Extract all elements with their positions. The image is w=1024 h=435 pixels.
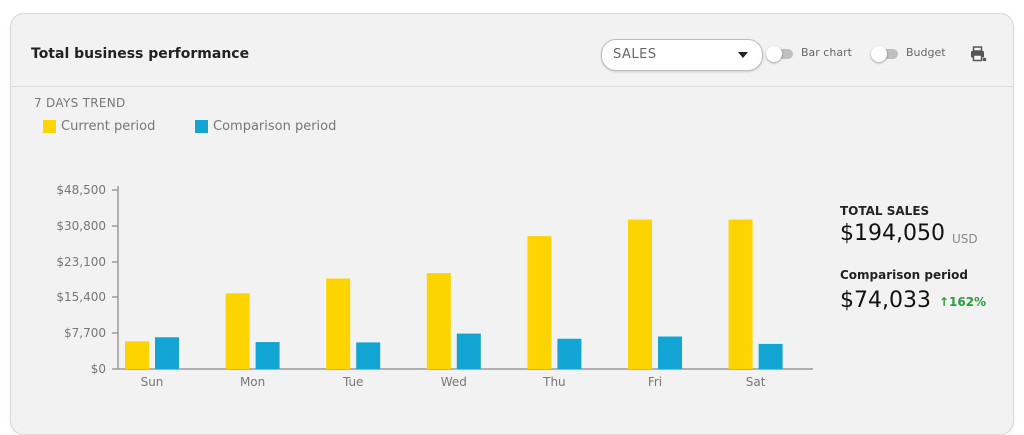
- print-icon[interactable]: [969, 45, 987, 63]
- y-tick-label: $48,500: [56, 183, 106, 197]
- bar-comparison: [356, 342, 381, 369]
- comparison-period-label: Comparison period: [840, 268, 968, 282]
- trend-title: 7 DAYS TREND: [34, 96, 126, 110]
- bar-current: [326, 278, 351, 369]
- bar-current: [527, 236, 552, 369]
- y-tick-label: $7,700: [64, 326, 106, 340]
- legend-swatch-current: [43, 120, 56, 133]
- bar-comparison: [255, 342, 280, 369]
- legend-label-current: Current period: [61, 119, 156, 134]
- bar-current: [225, 293, 250, 369]
- card-title: Total business performance: [31, 46, 250, 62]
- toggle-knob: [766, 46, 782, 62]
- comparison-change: ↑162%: [939, 295, 987, 309]
- legend-label-comparison: Comparison period: [213, 119, 337, 134]
- bar-chart-toggle-label: Bar chart: [801, 46, 852, 59]
- total-sales-label: TOTAL SALES: [840, 204, 930, 218]
- toggle-knob: [871, 46, 887, 62]
- y-tick-label: $23,100: [56, 255, 106, 269]
- card-header: Total business performance SALES Bar cha…: [11, 14, 1013, 87]
- bar-comparison: [557, 338, 582, 369]
- bar-current: [728, 219, 753, 369]
- bar-chart: $0 $7,700 $15,400 $23,100 $30,800 $48,500 Sun M…: [56, 183, 813, 389]
- x-tick-label: Fri: [648, 375, 662, 389]
- chevron-down-icon: [738, 52, 748, 58]
- x-tick-label: Wed: [441, 375, 467, 389]
- bar-current: [628, 219, 652, 369]
- y-tick-label: $30,800: [56, 219, 106, 233]
- metric-select[interactable]: SALES: [601, 39, 763, 71]
- x-tick-label: Sun: [141, 375, 164, 389]
- legend-swatch-comparison: [195, 120, 208, 133]
- y-tick-label: $0: [91, 362, 106, 376]
- x-tick-label: Mon: [240, 375, 265, 389]
- x-tick-label: Sat: [746, 375, 766, 389]
- bar-comparison: [758, 343, 783, 369]
- x-tick-label: Tue: [342, 375, 364, 389]
- metric-select-value: SALES: [613, 47, 657, 62]
- total-sales-unit: USD: [952, 232, 978, 246]
- bar-current: [426, 273, 451, 369]
- x-tick-label: Thu: [542, 375, 566, 389]
- bar-comparison: [155, 337, 179, 369]
- y-tick-label: $15,400: [56, 290, 106, 304]
- comparison-period-value: $74,033: [840, 288, 931, 313]
- total-sales-value: $194,050: [840, 221, 945, 246]
- bar-current: [125, 341, 149, 369]
- bar-comparison: [658, 336, 682, 369]
- budget-toggle-label: Budget: [906, 46, 946, 59]
- bar-comparison: [456, 333, 481, 369]
